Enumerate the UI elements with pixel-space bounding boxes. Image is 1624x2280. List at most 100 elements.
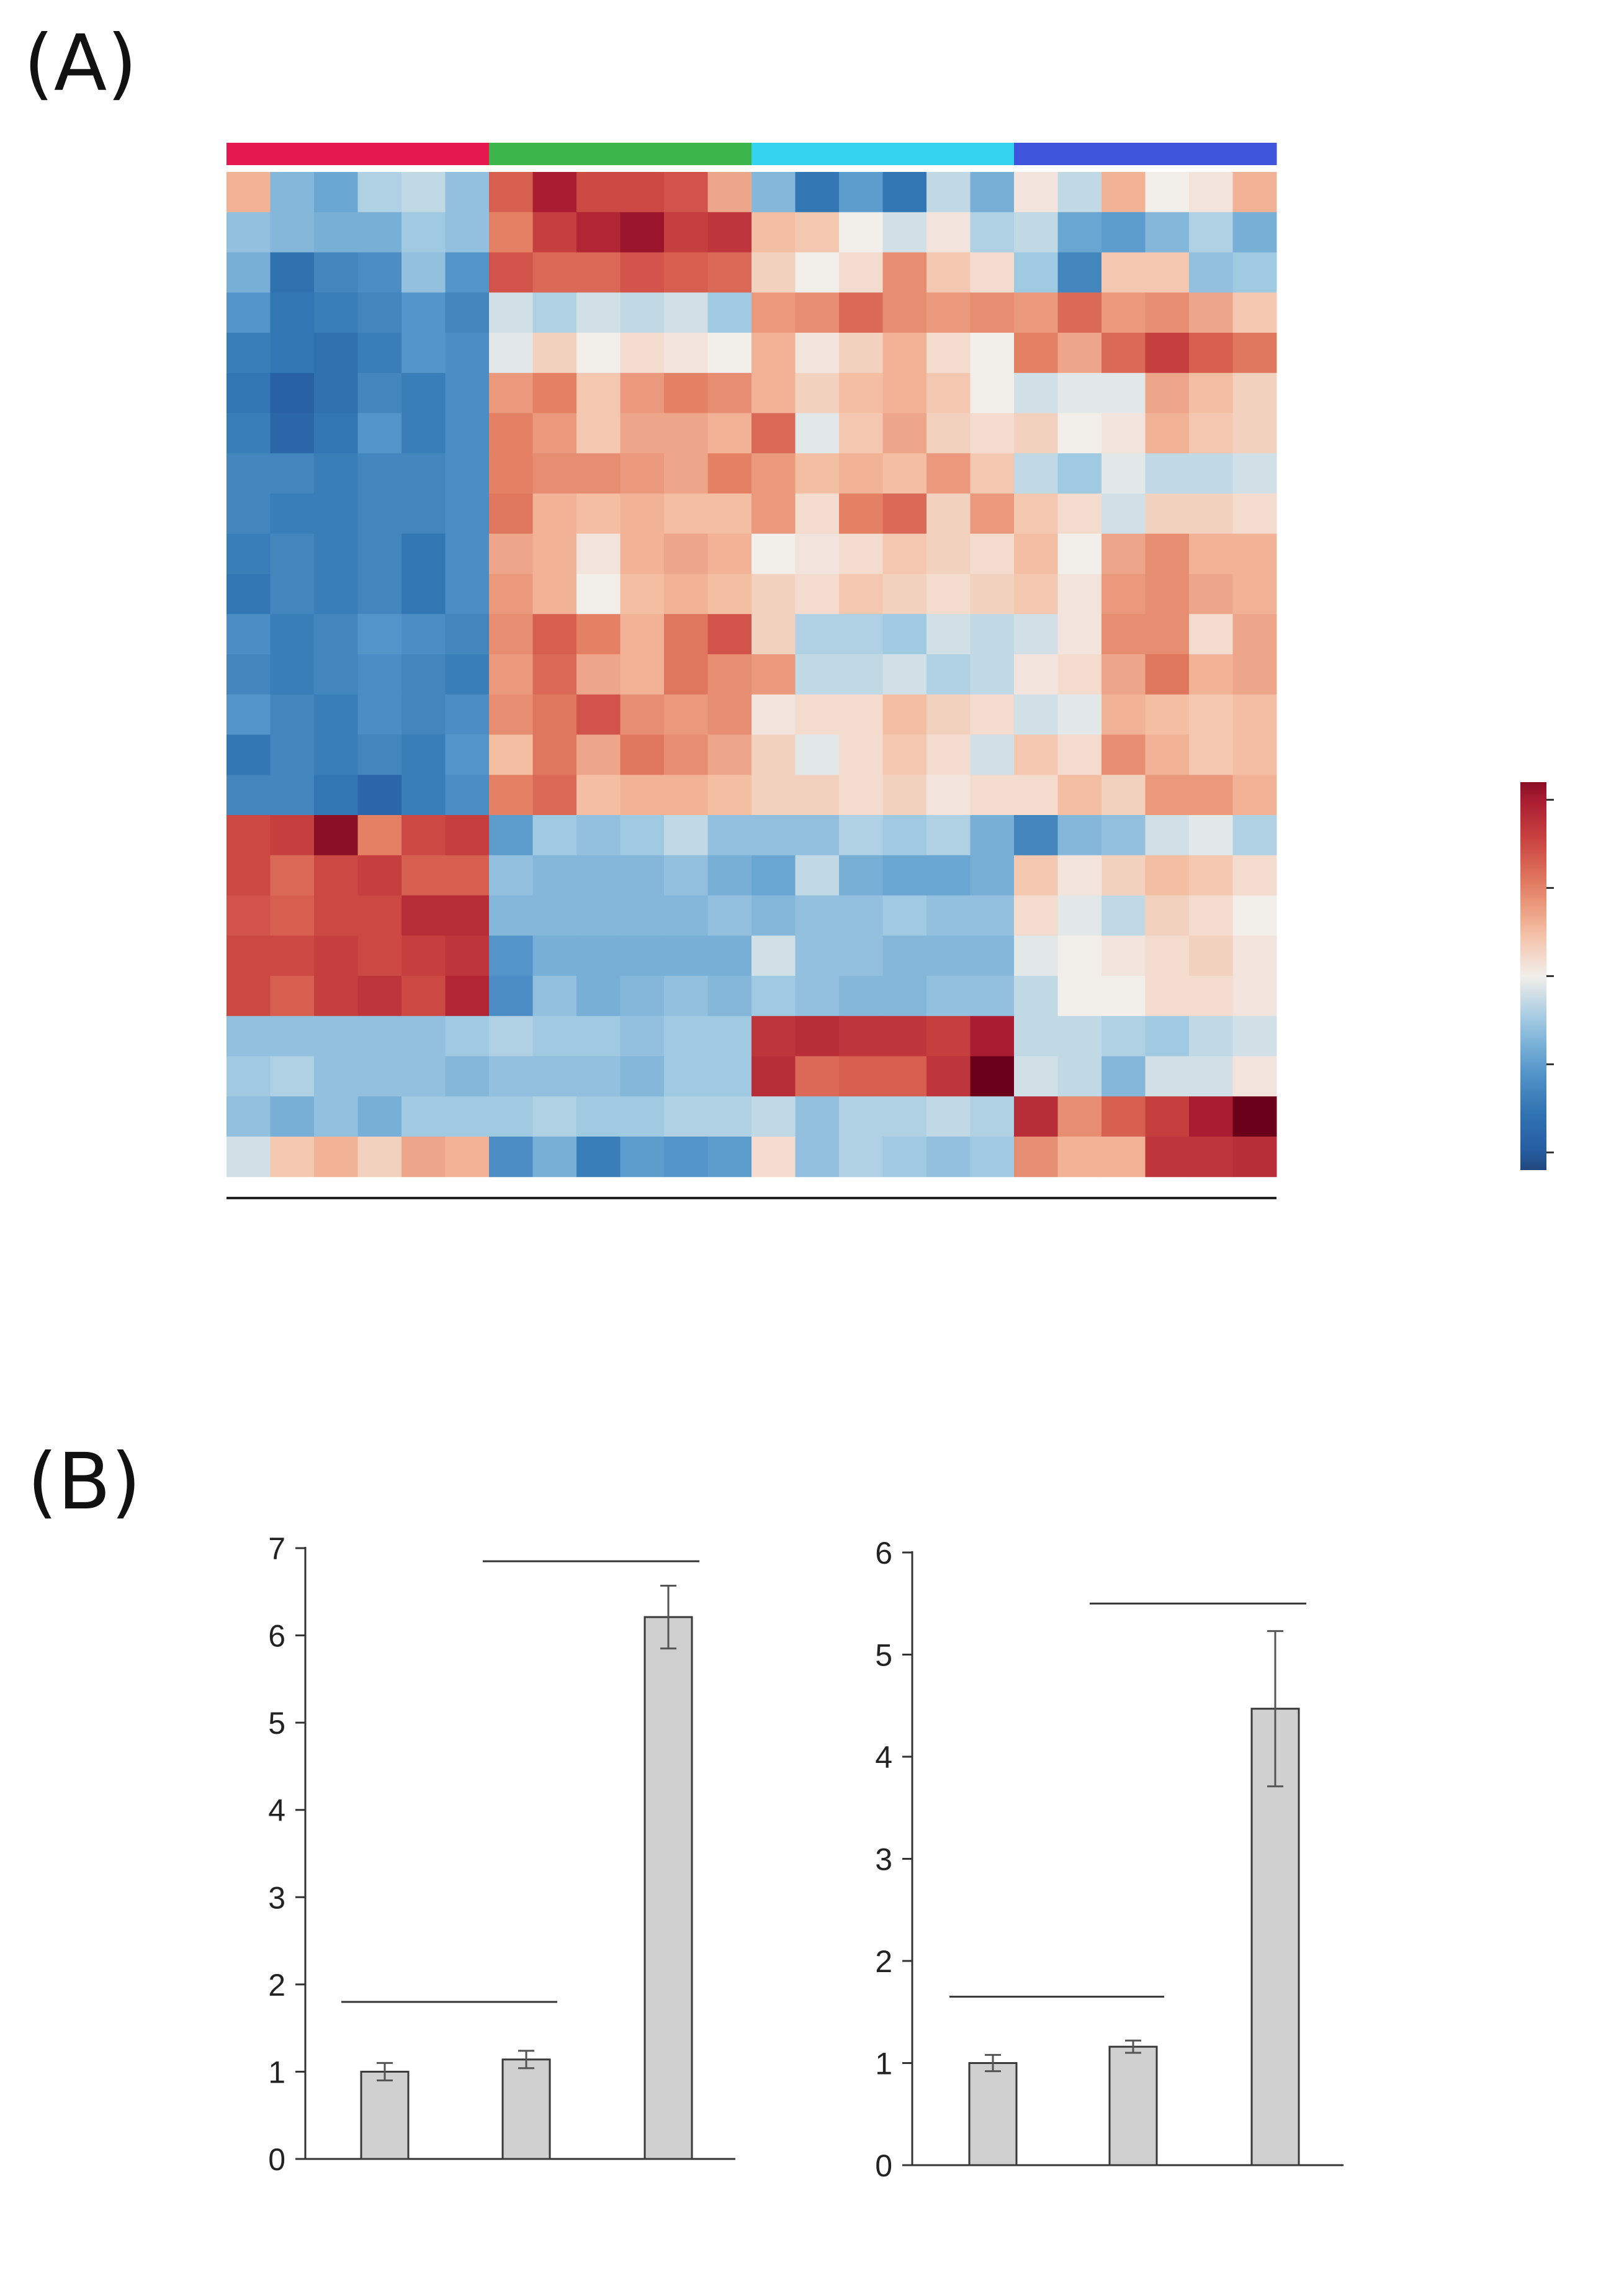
heatmap-cell	[532, 654, 577, 695]
heatmap-cell	[664, 976, 708, 1017]
heatmap-cell	[489, 1096, 533, 1137]
heatmap-cell	[1101, 252, 1146, 293]
class-bar-cell-collagen-only	[532, 143, 577, 165]
heatmap-cell	[882, 935, 927, 976]
y-tick-label: 4	[268, 1793, 285, 1828]
heatmap-cell	[620, 212, 665, 253]
heatmap-cell	[1232, 372, 1277, 413]
heatmap-cell	[227, 654, 271, 695]
heatmap-cell	[970, 413, 1015, 454]
heatmap-cell	[1232, 976, 1277, 1017]
heatmap-cell	[970, 1056, 1015, 1097]
heatmap-cell	[445, 694, 490, 735]
y-tick-label: 6	[875, 1536, 892, 1570]
heatmap-cell	[1014, 734, 1058, 775]
heatmap-cell	[489, 1016, 533, 1057]
heatmap-cell	[1145, 976, 1190, 1017]
heatmap-cell	[1101, 333, 1146, 374]
class-bar-cell-compdac-fpcl	[1232, 143, 1277, 165]
heatmap-cell	[970, 694, 1015, 735]
heatmap-cell	[357, 855, 402, 896]
heatmap-cell	[1145, 172, 1190, 213]
heatmap-cell	[1057, 1137, 1102, 1178]
heatmap-cell	[402, 372, 446, 413]
bar-day0	[968, 2062, 1018, 2166]
class-bar-cell-compdac-fpcl	[1101, 143, 1146, 165]
heatmap-cell	[576, 694, 621, 735]
heatmap-cell	[664, 614, 708, 655]
heatmap-cell	[227, 172, 271, 213]
heatmap-cell	[532, 333, 577, 374]
heatmap-cell	[402, 694, 446, 735]
heatmap-cell	[795, 895, 840, 936]
heatmap-cell	[402, 533, 446, 574]
heatmap-cell	[314, 976, 358, 1017]
heatmap-cell	[664, 935, 708, 976]
heatmap-cell	[795, 775, 840, 816]
class-bar-cell-collagen-only	[707, 143, 752, 165]
heatmap-cell	[1232, 453, 1277, 494]
heatmap-cell	[1101, 694, 1146, 735]
heatmap-cell	[882, 654, 927, 695]
heatmap-cell	[445, 976, 490, 1017]
heatmap-cell	[1101, 1016, 1146, 1057]
heatmap-cell	[707, 574, 752, 615]
heatmap-cell	[970, 935, 1015, 976]
heatmap-cell	[882, 855, 927, 896]
heatmap-cell	[970, 895, 1015, 936]
heatmap-cell	[926, 533, 971, 574]
heatmap-cell	[664, 413, 708, 454]
heatmap-cell	[489, 252, 533, 293]
heatmap-cell	[926, 815, 971, 856]
heatmap-cell	[707, 1056, 752, 1097]
heatmap-cell	[357, 654, 402, 695]
heatmap-cell	[1101, 976, 1146, 1017]
heatmap-cell	[357, 1096, 402, 1137]
heatmap-cell	[882, 1056, 927, 1097]
heatmap-cell	[227, 1096, 271, 1137]
heatmap-cell	[445, 895, 490, 936]
heatmap-cell	[1189, 976, 1233, 1017]
heatmap-cell	[926, 413, 971, 454]
heatmap-cell	[314, 252, 358, 293]
heatmap-cell	[1189, 614, 1233, 655]
heatmap-cell	[314, 1016, 358, 1057]
heatmap-cell	[576, 252, 621, 293]
heatmap-cell	[1101, 654, 1146, 695]
heatmap-cell	[1057, 372, 1102, 413]
heatmap-cell	[1145, 372, 1190, 413]
heatmap-cell	[970, 212, 1015, 253]
heatmap-cell	[664, 533, 708, 574]
heatmap-cell	[357, 775, 402, 816]
heatmap-cell	[839, 533, 883, 574]
class-bar-cell-collagen-capan-1	[314, 143, 358, 165]
heatmap-cell	[576, 935, 621, 976]
heatmap-cell	[314, 1137, 358, 1178]
heatmap-cell	[270, 252, 315, 293]
heatmap-cell	[576, 372, 621, 413]
heatmap-cell	[1057, 976, 1102, 1017]
heatmap-cell	[664, 1056, 708, 1097]
heatmap-cell	[532, 895, 577, 936]
heatmap-cell	[1189, 533, 1233, 574]
heatmap-cell	[1189, 212, 1233, 253]
heatmap-cell	[270, 935, 315, 976]
heatmap-cell	[751, 574, 796, 615]
heatmap-cell	[1189, 1056, 1233, 1097]
heatmap-cell	[532, 292, 577, 333]
heatmap-cell	[314, 775, 358, 816]
heatmap-cell	[620, 895, 665, 936]
heatmap-cell	[1145, 895, 1190, 936]
heatmap-cell	[970, 453, 1015, 494]
heatmap-cell	[227, 895, 271, 936]
heatmap-cell	[970, 1137, 1015, 1178]
heatmap-cell	[270, 614, 315, 655]
heatmap-cell	[1145, 453, 1190, 494]
heatmap-cell	[1232, 574, 1277, 615]
heatmap-cell	[1014, 1016, 1058, 1057]
heatmap-cell	[270, 333, 315, 374]
heatmap-cell	[795, 1096, 840, 1137]
class-bar-cell-caf-fpcl	[970, 143, 1015, 165]
heatmap-cell	[1014, 935, 1058, 976]
heatmap-cell	[839, 734, 883, 775]
